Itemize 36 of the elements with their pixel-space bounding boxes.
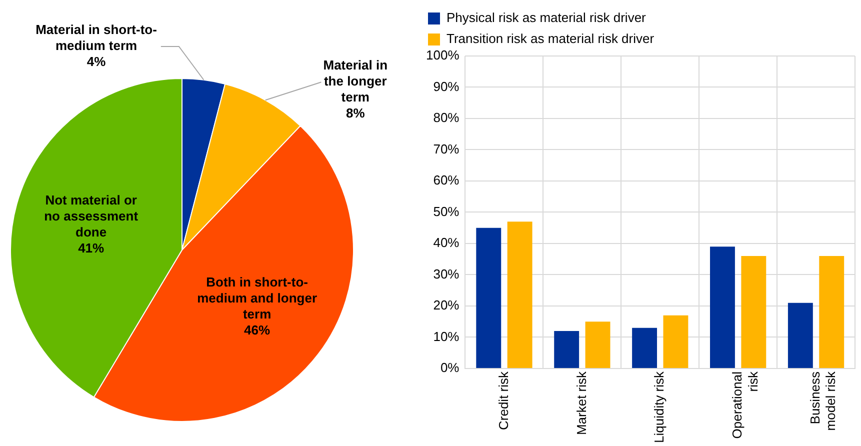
x-tick-label: Business model risk — [808, 370, 838, 431]
x-tick-label: Liquidity risk — [652, 370, 667, 444]
y-tick-label: 60% — [433, 172, 460, 188]
x-tick-label: Credit risk — [496, 370, 511, 430]
data-label: 46% — [244, 322, 271, 338]
data-label: 41% — [78, 240, 105, 256]
x-tick-label: Operational risk — [730, 370, 760, 439]
bar — [788, 302, 813, 368]
y-tick-label: 50% — [433, 204, 460, 219]
y-tick-label: 0% — [440, 360, 460, 376]
legend-label: Physical risk as material risk driver — [446, 10, 647, 26]
slice-label: Material in the longer term — [323, 58, 388, 105]
x-tick-label: Market risk — [574, 370, 589, 436]
slice-label: Both in short-to-medium and longer term — [197, 274, 318, 322]
bar — [632, 328, 658, 368]
bar — [554, 330, 580, 368]
bar — [585, 322, 610, 368]
slice-label: Not material or no assessment done — [44, 192, 139, 240]
legend-label: Transition risk as material risk driver — [446, 31, 655, 46]
y-tick-label: 70% — [433, 141, 460, 156]
data-label: 4% — [86, 54, 106, 70]
y-tick-label: 30% — [433, 266, 460, 282]
bar — [507, 222, 532, 368]
y-tick-label: 100% — [426, 48, 460, 63]
slice-label: Material in short-to-medium term — [36, 22, 157, 54]
y-tick-label: 90% — [433, 78, 460, 94]
bar — [819, 256, 844, 368]
bar — [741, 256, 766, 368]
y-tick-label: 10% — [433, 328, 460, 344]
bar — [710, 246, 735, 368]
y-tick-label: 20% — [433, 298, 460, 313]
data-label: 8% — [346, 106, 366, 121]
y-tick-label: 40% — [433, 235, 460, 250]
bar — [663, 315, 688, 368]
bar — [476, 228, 502, 368]
y-tick-label: 80% — [433, 110, 460, 126]
